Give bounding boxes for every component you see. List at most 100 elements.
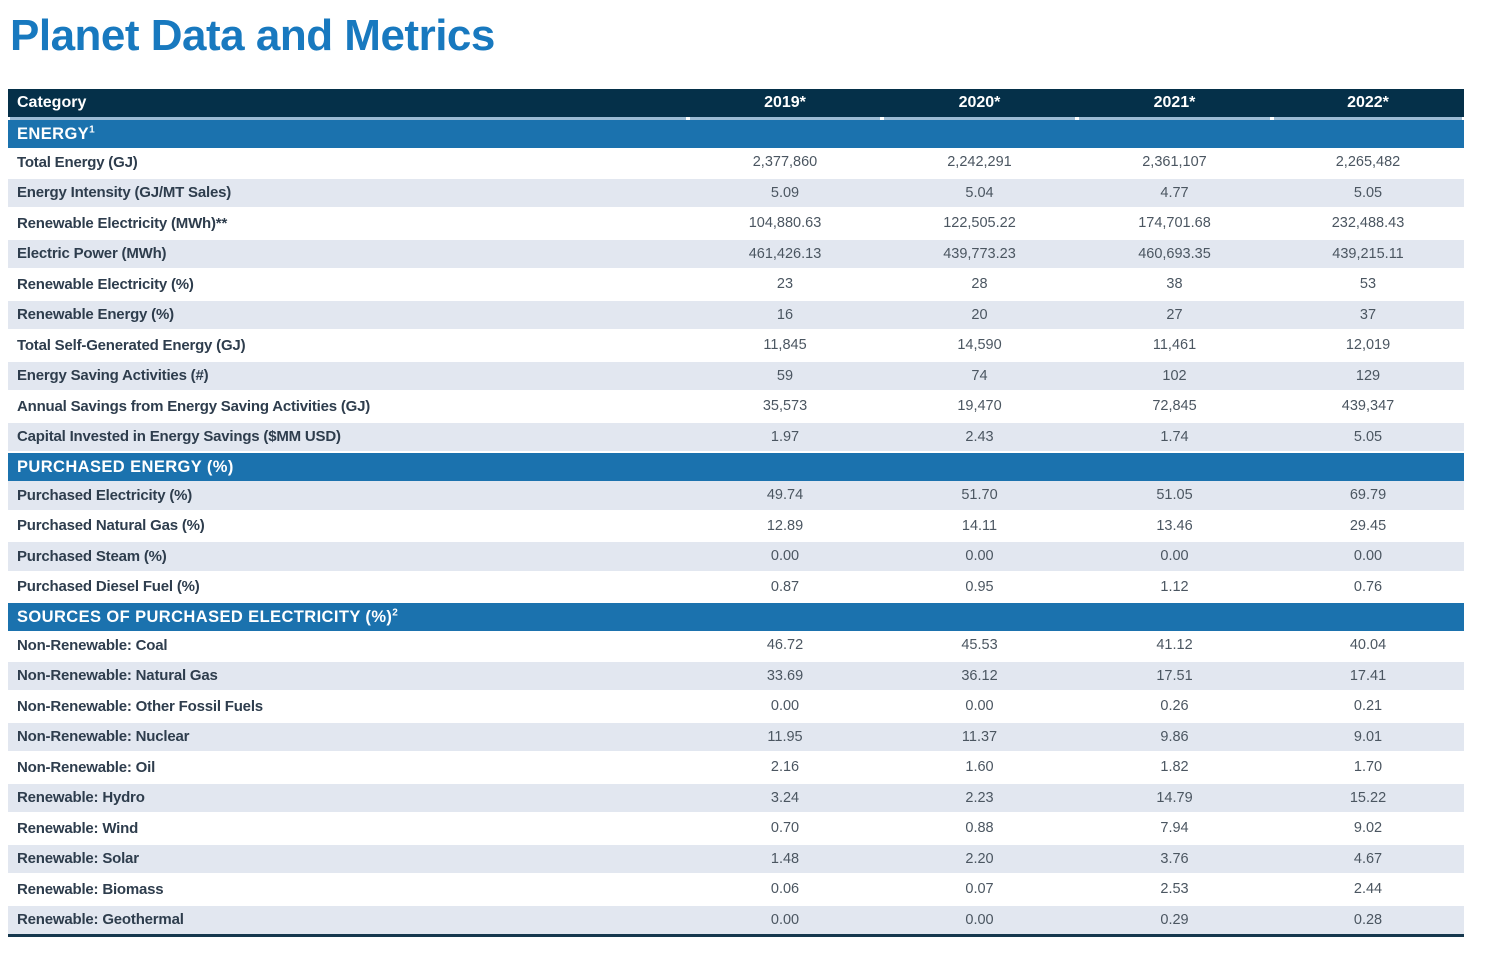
row-value-2021: 2.53 [1077,874,1272,906]
row-value-2020: 0.00 [882,904,1077,937]
row-label: Purchased Natural Gas (%) [8,510,688,542]
row-label: Purchased Steam (%) [8,541,688,573]
table-row: Non-Renewable: Coal 46.72 45.53 41.12 40.04 [8,631,1464,662]
row-value-2021: 460,693.35 [1077,238,1272,270]
row-label: Renewable Electricity (MWh)** [8,208,688,240]
row-value-2021: 0.26 [1077,691,1272,723]
row-value-2021: 38 [1077,269,1272,301]
column-header-2021: 2021* [1077,89,1272,120]
column-header-category: Category [8,89,688,120]
row-value-2022: 69.79 [1272,481,1464,512]
row-label: Renewable: Hydro [8,782,688,814]
row-value-2019: 23 [688,269,882,301]
row-value-2020: 2.23 [882,782,1077,814]
row-value-2019: 46.72 [688,631,882,662]
row-value-2021: 102 [1077,360,1272,392]
row-value-2020: 45.53 [882,631,1077,662]
row-label: Total Self-Generated Energy (GJ) [8,330,688,362]
table-row: Non-Renewable: Nuclear 11.95 11.37 9.86 9.01 [8,721,1464,753]
row-label: Energy Saving Activities (#) [8,360,688,392]
row-value-2022: 9.01 [1272,721,1464,753]
row-value-2020: 439,773.23 [882,238,1077,270]
row-value-2019: 59 [688,360,882,392]
row-value-2022: 2.44 [1272,874,1464,906]
column-header-2020: 2020* [882,89,1077,120]
column-header-2022: 2022* [1272,89,1464,120]
row-value-2020: 36.12 [882,660,1077,692]
row-label: Annual Savings from Energy Saving Activi… [8,391,688,423]
row-label: Non-Renewable: Oil [8,752,688,784]
section-title: SOURCES OF PURCHASED ELECTRICITY (%)2 [8,601,1464,631]
row-value-2019: 1.97 [688,421,882,453]
table-row: Renewable Energy (%) 16 20 27 37 [8,299,1464,331]
row-value-2022: 0.28 [1272,904,1464,937]
section-header-row: ENERGY1 [8,118,1464,148]
row-value-2020: 14,590 [882,330,1077,362]
table-row: Non-Renewable: Other Fossil Fuels 0.00 0.0… [8,691,1464,723]
row-value-2022: 17.41 [1272,660,1464,692]
table-header-row: Category 2019* 2020* 2021* 2022* [8,89,1464,120]
row-value-2021: 11,461 [1077,330,1272,362]
row-label: Total Energy (GJ) [8,148,688,179]
row-value-2021: 4.77 [1077,177,1272,209]
row-label: Renewable: Solar [8,843,688,875]
row-value-2021: 1.82 [1077,752,1272,784]
row-value-2019: 0.87 [688,571,882,603]
table-row: Renewable: Hydro 3.24 2.23 14.79 15.22 [8,782,1464,814]
row-value-2020: 2,242,291 [882,148,1077,179]
section-header-row: SOURCES OF PURCHASED ELECTRICITY (%)2 [8,601,1464,631]
row-value-2019: 11,845 [688,330,882,362]
row-value-2020: 0.88 [882,813,1077,845]
row-value-2022: 53 [1272,269,1464,301]
table-row: Total Self-Generated Energy (GJ) 11,845 14… [8,330,1464,362]
row-label: Non-Renewable: Natural Gas [8,660,688,692]
row-value-2021: 1.74 [1077,421,1272,453]
row-value-2022: 232,488.43 [1272,208,1464,240]
row-value-2020: 122,505.22 [882,208,1077,240]
row-value-2019: 49.74 [688,481,882,512]
table-row: Renewable Electricity (%) 23 28 38 53 [8,269,1464,301]
row-value-2021: 51.05 [1077,481,1272,512]
row-value-2020: 2.20 [882,843,1077,875]
table-row: Purchased Electricity (%) 49.74 51.70 51.05… [8,481,1464,512]
row-value-2019: 11.95 [688,721,882,753]
row-value-2021: 7.94 [1077,813,1272,845]
row-value-2021: 27 [1077,299,1272,331]
table-row: Energy Saving Activities (#) 59 74 102 129 [8,360,1464,392]
column-header-2019: 2019* [688,89,882,120]
row-value-2019: 5.09 [688,177,882,209]
row-label: Electric Power (MWh) [8,238,688,270]
row-value-2020: 20 [882,299,1077,331]
table-body: ENERGY1 Total Energy (GJ) 2,377,860 2,242,2… [8,118,1464,937]
row-value-2022: 439,347 [1272,391,1464,423]
section-title-footnote: 2 [392,607,399,618]
row-value-2022: 0.00 [1272,541,1464,573]
row-value-2020: 28 [882,269,1077,301]
table-row: Energy Intensity (GJ/MT Sales) 5.09 5.04 4.… [8,177,1464,209]
row-label: Renewable: Wind [8,813,688,845]
row-value-2020: 0.00 [882,691,1077,723]
row-value-2022: 0.21 [1272,691,1464,723]
row-value-2020: 0.95 [882,571,1077,603]
row-label: Non-Renewable: Coal [8,631,688,662]
row-label: Renewable: Biomass [8,874,688,906]
row-value-2022: 4.67 [1272,843,1464,875]
row-value-2021: 72,845 [1077,391,1272,423]
table-row: Renewable: Biomass 0.06 0.07 2.53 2.44 [8,874,1464,906]
row-label: Capital Invested in Energy Savings ($MM … [8,421,688,453]
row-value-2020: 19,470 [882,391,1077,423]
row-value-2019: 35,573 [688,391,882,423]
table-row: Renewable: Geothermal 0.00 0.00 0.29 0.28 [8,904,1464,937]
row-value-2021: 9.86 [1077,721,1272,753]
row-value-2019: 1.48 [688,843,882,875]
row-value-2022: 12,019 [1272,330,1464,362]
row-value-2020: 1.60 [882,752,1077,784]
table-row: Renewable: Solar 1.48 2.20 3.76 4.67 [8,843,1464,875]
row-value-2021: 41.12 [1077,631,1272,662]
row-value-2022: 439,215.11 [1272,238,1464,270]
table-row: Total Energy (GJ) 2,377,860 2,242,291 2,361… [8,148,1464,179]
row-value-2022: 9.02 [1272,813,1464,845]
page-title: Planet Data and Metrics [10,11,495,60]
row-value-2022: 29.45 [1272,510,1464,542]
section-header-row: PURCHASED ENERGY (%) [8,451,1464,481]
